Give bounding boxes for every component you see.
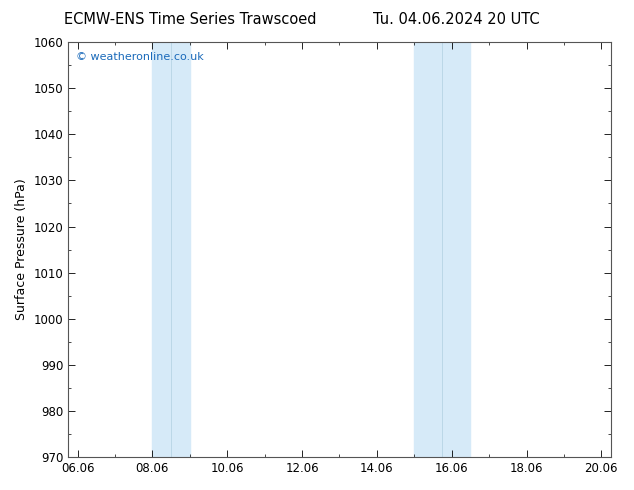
Text: ECMW-ENS Time Series Trawscoed: ECMW-ENS Time Series Trawscoed — [64, 12, 316, 27]
Text: © weatheronline.co.uk: © weatheronline.co.uk — [76, 52, 204, 62]
Text: Tu. 04.06.2024 20 UTC: Tu. 04.06.2024 20 UTC — [373, 12, 540, 27]
Bar — [152, 42, 190, 457]
Y-axis label: Surface Pressure (hPa): Surface Pressure (hPa) — [15, 179, 28, 320]
Bar — [414, 42, 470, 457]
